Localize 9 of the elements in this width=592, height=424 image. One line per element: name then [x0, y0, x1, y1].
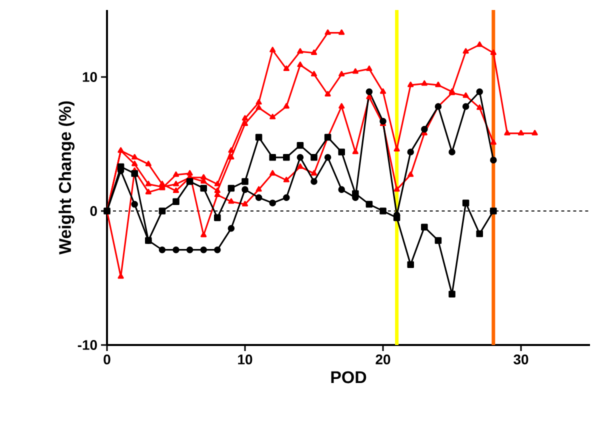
x-tick-label: 10 — [238, 354, 252, 364]
x-axis-title: POD — [331, 371, 366, 384]
y-tick-label: 10 — [82, 72, 97, 82]
y-tick-label: -10 — [78, 340, 97, 350]
y-axis-title: Weight Change (%) — [58, 101, 74, 254]
y-tick-label: 0 — [90, 206, 97, 216]
x-tick-label: 30 — [514, 354, 528, 364]
x-tick-label: 20 — [376, 354, 390, 364]
x-tick-label: 0 — [104, 354, 110, 364]
